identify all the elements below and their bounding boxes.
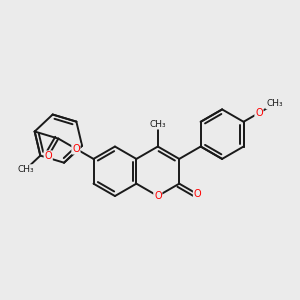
Text: O: O bbox=[154, 191, 162, 201]
Text: CH₃: CH₃ bbox=[266, 100, 283, 109]
Text: O: O bbox=[72, 144, 80, 154]
Text: O: O bbox=[194, 189, 201, 199]
Text: O: O bbox=[255, 108, 263, 118]
Text: CH₃: CH₃ bbox=[17, 165, 34, 174]
Text: O: O bbox=[44, 151, 52, 161]
Text: CH₃: CH₃ bbox=[149, 120, 166, 129]
